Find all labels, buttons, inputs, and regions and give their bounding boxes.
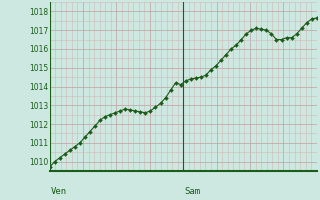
Text: Ven: Ven bbox=[51, 186, 67, 196]
Text: Sam: Sam bbox=[185, 186, 201, 196]
